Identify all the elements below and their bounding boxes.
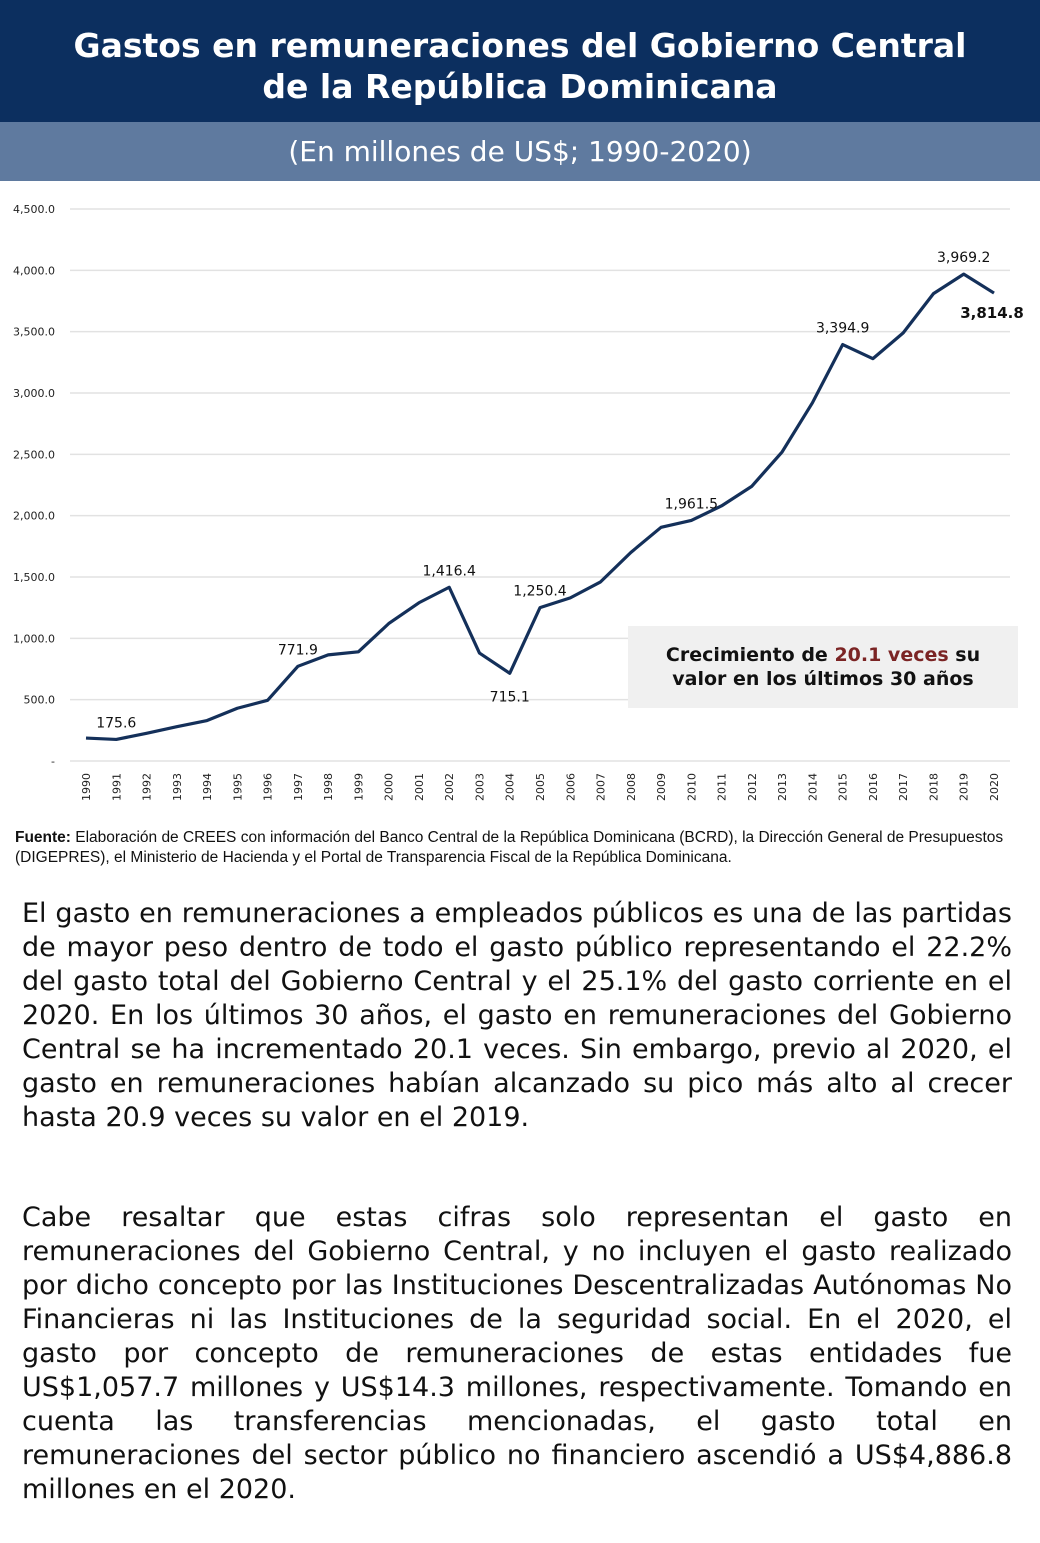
data-label: 1,250.4 (513, 584, 567, 600)
growth-annotation: Crecimiento de 20.1 veces su valor en lo… (628, 626, 1018, 708)
x-tick-label: 2009 (655, 773, 668, 801)
x-tick-label: 1998 (322, 773, 335, 801)
y-tick-label: 1,500.0 (13, 571, 55, 584)
x-tick-label: 1996 (262, 773, 275, 801)
x-tick-label: 2006 (564, 773, 577, 801)
chart-subtitle: (En millones de US$; 1990-2020) (0, 122, 1040, 181)
x-tick-label: 2020 (988, 773, 1001, 801)
annotation-line2: valor en los últimos 30 años (672, 668, 974, 690)
body-paragraph-1: El gasto en remuneraciones a empleados p… (22, 898, 1012, 1133)
x-tick-label: 2010 (685, 773, 698, 801)
x-tick-label: 2012 (746, 773, 759, 801)
x-tick-label: 2005 (534, 773, 547, 801)
y-tick-label: 3,500.0 (13, 326, 55, 339)
annotation-post: su (948, 644, 981, 666)
chart-title: Gastos en remuneraciones del Gobierno Ce… (0, 0, 1040, 122)
x-tick-label: 2003 (473, 773, 486, 801)
y-tick-label: 2,000.0 (13, 510, 55, 523)
x-tick-label: 1997 (292, 773, 305, 801)
y-tick-label: - (51, 755, 55, 768)
data-label: 3,814.8 (960, 304, 1024, 322)
data-label: 3,969.2 (937, 250, 990, 266)
data-label: 1,961.5 (665, 496, 718, 512)
x-tick-label: 2017 (897, 773, 910, 801)
x-tick-label: 1993 (171, 773, 184, 801)
source-text: Elaboración de CREES con información del… (15, 829, 1004, 866)
x-tick-label: 1992 (141, 773, 154, 801)
x-tick-label: 2019 (958, 773, 971, 801)
x-tick-label: 1991 (110, 773, 123, 801)
data-label: 175.6 (96, 715, 136, 731)
title-line-1: Gastos en remuneraciones del Gobierno Ce… (73, 26, 967, 65)
x-tick-label: 1995 (231, 773, 244, 801)
y-tick-label: 4,000.0 (13, 264, 55, 277)
data-label: 3,394.9 (816, 321, 869, 337)
y-tick-label: 500.0 (24, 694, 56, 707)
y-tick-label: 3,000.0 (13, 387, 55, 400)
x-tick-label: 2001 (413, 773, 426, 801)
source-note: Fuente: Elaboración de CREES con informa… (15, 828, 1030, 868)
x-tick-label: 2015 (837, 773, 850, 801)
x-tick-label: 1999 (352, 773, 365, 801)
body-paragraph-2: Cabe resaltar que estas cifras solo repr… (22, 1202, 1012, 1505)
x-tick-label: 2008 (625, 773, 638, 801)
line-chart: - 500.0 1,000.0 1,500.0 2,000.0 2,500.0 3,000.… (13, 203, 1024, 801)
x-tick-label: 2007 (595, 773, 608, 801)
x-tick-label: 2016 (867, 773, 880, 801)
source-label: Fuente: (15, 829, 71, 846)
y-tick-label: 2,500.0 (13, 448, 55, 461)
annotation-highlight: 20.1 veces (834, 644, 949, 666)
x-tick-label: 2018 (927, 773, 940, 801)
annotation-pre: Crecimiento de (665, 644, 835, 666)
x-tick-label: 2011 (716, 773, 729, 801)
data-label: 715.1 (490, 689, 530, 705)
y-tick-label: 4,500.0 (13, 203, 55, 216)
x-tick-label: 1990 (80, 773, 93, 801)
x-tick-label: 1994 (201, 773, 214, 801)
x-tick-label: 2002 (443, 773, 456, 801)
x-tick-label: 2014 (806, 773, 819, 801)
x-tick-label: 2013 (776, 773, 789, 801)
x-tick-label: 2000 (383, 773, 396, 801)
y-tick-label: 1,000.0 (13, 632, 55, 645)
title-line-2: de la República Dominicana (262, 67, 778, 106)
x-tick-label: 2004 (504, 773, 517, 801)
data-label: 771.9 (278, 642, 318, 658)
data-label: 1,416.4 (422, 563, 476, 579)
